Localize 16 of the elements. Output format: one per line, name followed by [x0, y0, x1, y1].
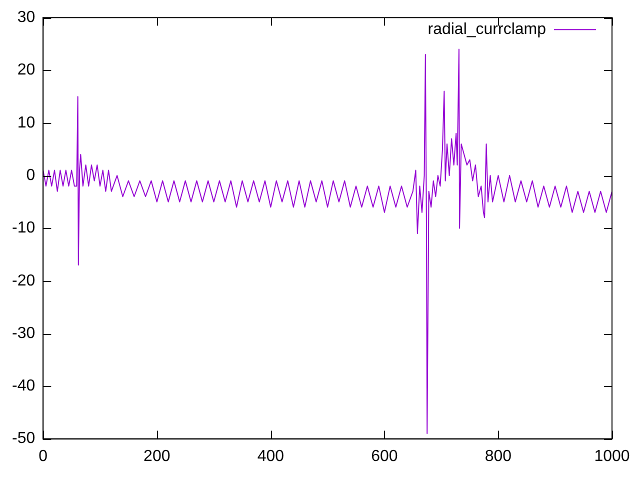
y-tick-label: -20 — [12, 272, 36, 290]
y-tick-label: 10 — [17, 114, 36, 132]
y-tick-label: -30 — [12, 324, 36, 342]
x-tick-label: 1000 — [594, 448, 630, 465]
x-tick-label: 600 — [371, 448, 398, 465]
y-tick-label: 30 — [17, 9, 36, 26]
y-tick-label: -50 — [12, 430, 36, 448]
x-tick-label: 0 — [38, 448, 48, 465]
y-tick-label: -10 — [12, 220, 36, 237]
x-tick-label: 800 — [484, 448, 512, 465]
x-tick-label: 200 — [144, 448, 170, 465]
legend-label: radial_currclamp — [428, 21, 546, 38]
y-tick-label: -40 — [12, 378, 36, 395]
y-tick-label: 20 — [17, 62, 36, 79]
x-tick-label: 400 — [257, 448, 284, 465]
y-tick-label: 0 — [26, 166, 36, 184]
